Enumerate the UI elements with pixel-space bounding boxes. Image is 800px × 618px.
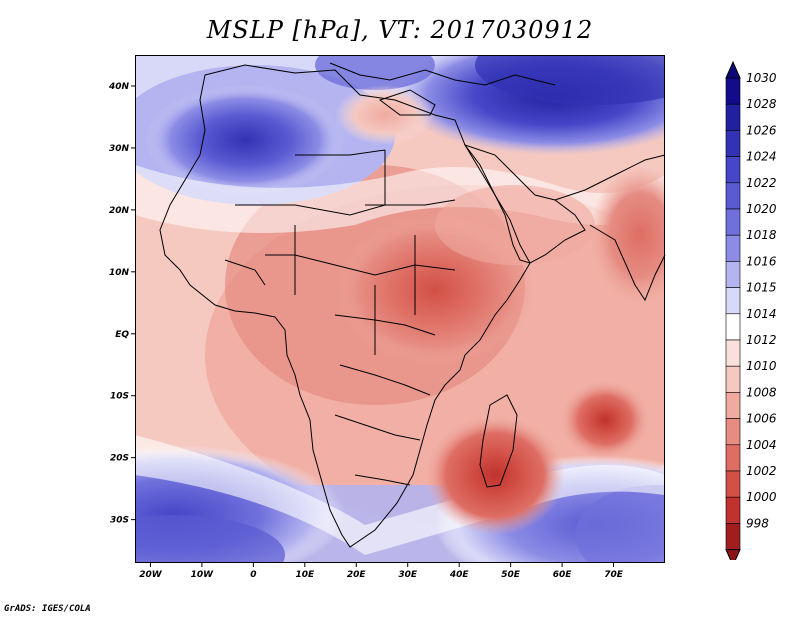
colorbar-label: 1000 (746, 490, 777, 504)
colorbar-cell (725, 470, 741, 498)
colorbar-cell (725, 261, 741, 288)
y-tick-label: 30S (110, 516, 129, 526)
colorbar-label: 1012 (746, 333, 777, 347)
x-tick-label: 10E (295, 570, 315, 580)
colorbar-cell (725, 77, 741, 105)
x-axis-ticks: 20W 10W 0 10E 20E 30E 40E 50E 60E 70E (139, 563, 624, 580)
x-tick-label: 50E (501, 570, 521, 580)
colorbar-labels: 1030 1028 1026 1024 1022 1020 1018 1016 1015 1014… (746, 71, 777, 530)
colorbar-cell (725, 208, 741, 236)
colorbar-label: 1004 (746, 438, 777, 452)
x-tick-label: 20W (139, 570, 163, 580)
colorbar-cell (725, 496, 741, 524)
mslp-map: 20W 10W 0 10E 20E 30E 40E 50E 60E 70E 40N 30N 20N 10… (108, 55, 666, 580)
colorbar-label: 1008 (746, 385, 777, 399)
colorbar-cell (725, 339, 741, 367)
y-tick-label: 20N (109, 206, 130, 216)
colorbar-label: 1018 (746, 228, 777, 242)
colorbar-top-arrow (725, 60, 741, 79)
map-canvas: 20W 10W 0 10E 20E 30E 40E 50E 60E 70E 40N 30N 20N 10… (108, 55, 666, 580)
colorbar-cell (725, 523, 741, 550)
colorbar-cell (725, 130, 741, 157)
colorbar-cell (725, 365, 741, 393)
colorbar-label: 1030 (746, 71, 777, 85)
colorbar-label: 1020 (746, 202, 777, 216)
y-tick-label: 20S (110, 454, 129, 464)
y-tick-label: 40N (108, 82, 130, 92)
colorbar-label: 1014 (746, 307, 777, 321)
colorbar-cell (725, 392, 741, 419)
colorbar-label: 1026 (746, 123, 777, 137)
x-tick-label: 40E (449, 570, 470, 580)
colorbar-cell (725, 287, 741, 315)
map-title: MSLP [hPa], VT: 2017030912 (206, 16, 594, 44)
map-frame (135, 55, 665, 563)
x-tick-label: 70E (604, 570, 624, 580)
y-tick-label: 10N (109, 268, 130, 278)
colorbar-cells (725, 60, 741, 560)
x-tick-label: 20E (347, 570, 367, 580)
y-tick-label: 10S (110, 392, 129, 402)
colorbar-label: 1022 (746, 176, 777, 190)
colorbar-label: 1015 (746, 281, 777, 295)
colorbar-cell (725, 182, 741, 210)
coastlines (159, 62, 666, 548)
grads-credit: GrADS: IGES/COLA (4, 604, 91, 614)
x-tick-label: 10W (191, 570, 215, 580)
x-tick-label: 60E (553, 570, 573, 580)
y-axis-ticks: 40N 30N 20N 10N EQ 10S 20S 30S (108, 82, 135, 526)
colorbar-bottom-arrow (725, 549, 741, 560)
pressure-field (135, 55, 665, 563)
colorbar-label: 998 (746, 516, 769, 530)
colorbar-label: 1024 (746, 150, 777, 164)
colorbar-label: 1010 (746, 359, 777, 373)
colorbar-label: 1028 (746, 97, 777, 111)
colorbar-label: 1002 (746, 464, 777, 478)
colorbar: 1030 1028 1026 1024 1022 1020 1018 1016 1015 1014… (725, 60, 777, 560)
colorbar-cell (725, 418, 741, 446)
colorbar-label: 1016 (746, 254, 777, 268)
colorbar-cell (725, 156, 741, 184)
colorbar-cell (725, 103, 741, 131)
colorbar-cell (725, 313, 741, 341)
y-tick-label: 30N (109, 144, 130, 154)
x-tick-label: 0 (250, 570, 256, 580)
colorbar-label: 1006 (746, 412, 777, 426)
colorbar-cell (725, 444, 741, 472)
y-tick-label: EQ (115, 330, 129, 340)
x-tick-label: 30E (398, 570, 418, 580)
colorbar-cell (725, 234, 741, 262)
